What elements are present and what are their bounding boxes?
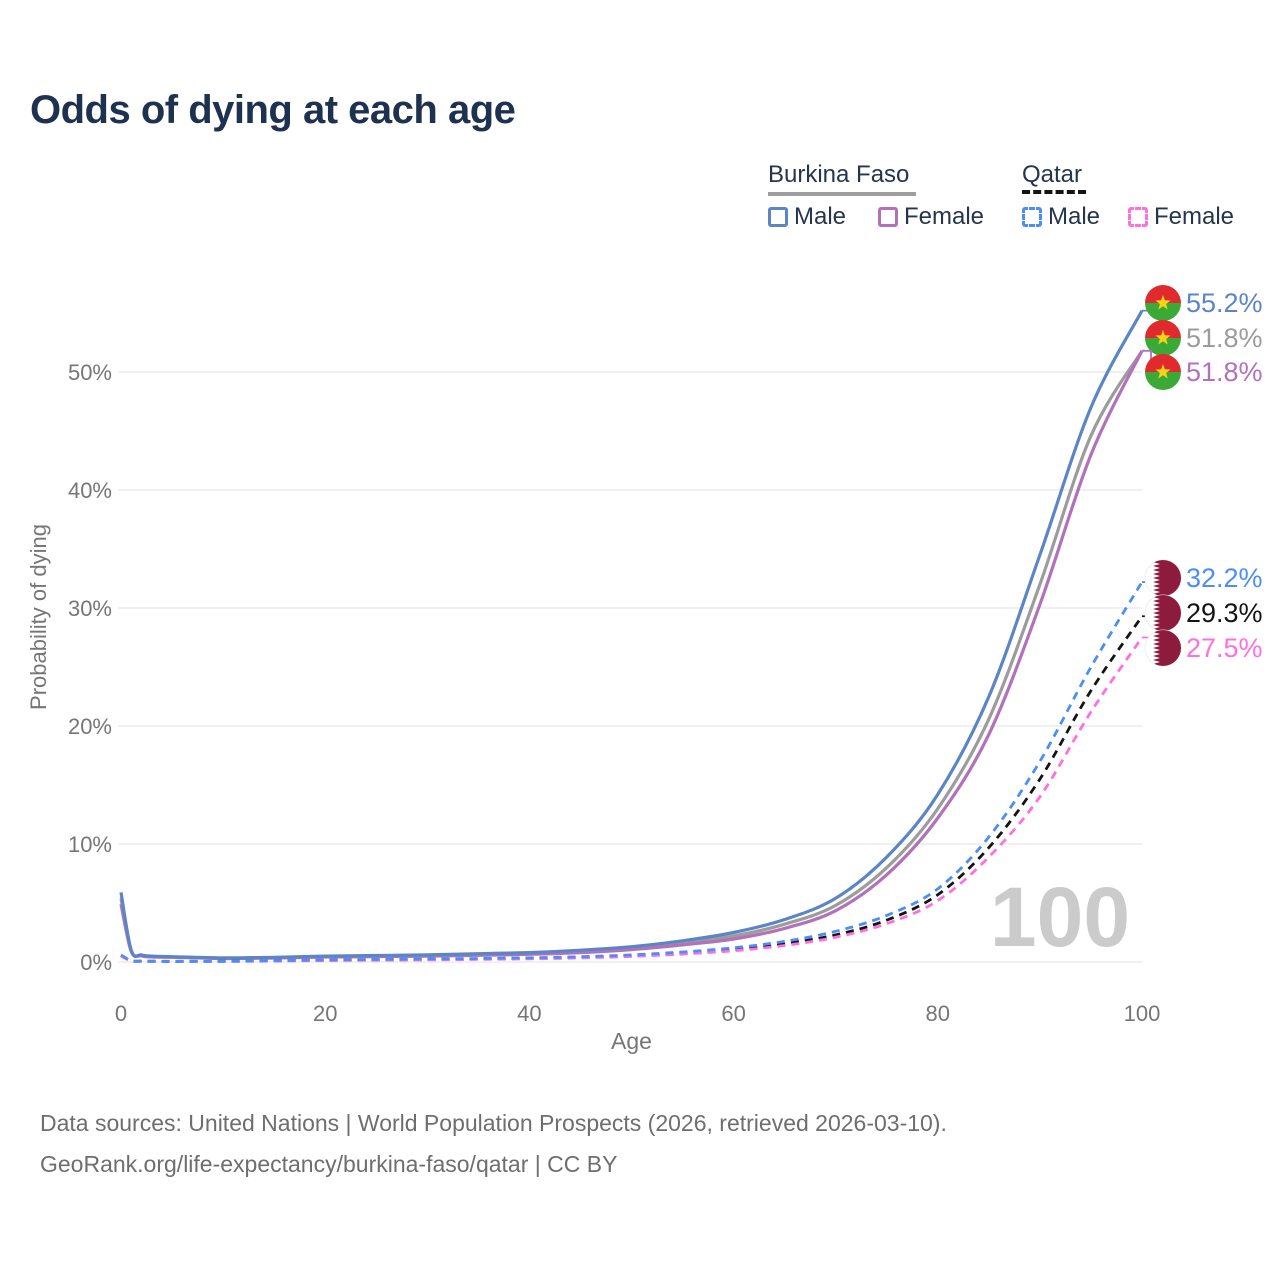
data-sources-footer: Data sources: United Nations | World Pop… (40, 1103, 947, 1185)
end-value-label-burkina-faso-female: 51.8% (1186, 357, 1263, 387)
burkina-faso-flag-icon (1145, 285, 1181, 303)
x-tick-60: 60 (721, 1001, 745, 1026)
end-value-label-burkina-faso-male: 55.2% (1186, 288, 1263, 318)
legend-item-burkina-faso-female[interactable]: Female (878, 203, 984, 231)
end-value-label-qatar-both: 29.3% (1186, 598, 1263, 628)
x-tick-80: 80 (926, 1001, 950, 1026)
legend-swatch-qatar-female[interactable] (1128, 207, 1148, 227)
legend-label-qatar-male: Male (1048, 203, 1101, 230)
y-axis-title: Probability of dying (26, 524, 51, 710)
x-tick-100: 100 (1124, 1001, 1161, 1026)
legend-label-burkina-faso-female: Female (904, 203, 985, 230)
burkina-faso-flag-icon (1145, 320, 1181, 338)
qatar-flag-icon (1153, 560, 1181, 596)
legend-swatch-burkina-faso-male[interactable] (768, 207, 788, 227)
burkina-faso-flag-icon (1145, 354, 1181, 372)
legend-group-burkina-faso: Burkina Faso (768, 161, 910, 188)
burkina-faso-flag-icon (1145, 303, 1181, 321)
x-tick-40: 40 (517, 1001, 541, 1026)
end-value-label-qatar-male: 32.2% (1186, 563, 1263, 593)
series-line-qatar-male (120, 581, 1144, 963)
legend-underline-burkina-faso (768, 192, 916, 196)
legend-item-qatar-female[interactable]: Female (1128, 203, 1234, 231)
qatar-flag-icon (1153, 595, 1181, 631)
footer-line-2: GeoRank.org/life-expectancy/burkina-faso… (40, 1151, 618, 1177)
series-line-burkina-faso-female (119, 350, 1144, 961)
series-line-burkina-faso-male (119, 309, 1144, 960)
page-title: Odds of dying at each age (30, 88, 516, 132)
legend-label-burkina-faso-male: Male (794, 203, 847, 230)
burkina-faso-flag-star-icon (1155, 330, 1171, 345)
qatar-flag-icon (1153, 630, 1181, 666)
series-line-burkina-faso-both (119, 349, 1144, 960)
y-tick-10: 10% (68, 832, 112, 857)
y-tick-40: 40% (68, 478, 112, 503)
legend-underline-qatar (1022, 190, 1086, 194)
x-tick-20: 20 (313, 1001, 337, 1026)
y-tick-30: 30% (68, 596, 112, 621)
burkina-faso-flag-star-icon (1155, 364, 1171, 379)
end-value-label-burkina-faso-both: 51.8% (1186, 323, 1263, 353)
end-value-label-qatar-female: 27.5% (1186, 633, 1263, 663)
legend-swatch-qatar-male[interactable] (1022, 207, 1042, 227)
burkina-faso-flag-star-icon (1155, 295, 1171, 310)
age-watermark: 100 (990, 870, 1130, 964)
footer-line-1: Data sources: United Nations | World Pop… (40, 1110, 947, 1136)
legend-label-qatar-female: Female (1154, 203, 1235, 230)
series-line-qatar-both (120, 615, 1144, 963)
y-tick-50: 50% (68, 360, 112, 385)
series-line-qatar-female (120, 636, 1144, 963)
x-axis-title: Age (611, 1028, 652, 1054)
legend-item-burkina-faso-male[interactable]: Male (768, 203, 846, 231)
burkina-faso-flag-icon (1145, 372, 1181, 390)
x-tick-0: 0 (115, 1001, 127, 1026)
legend-item-qatar-male[interactable]: Male (1022, 203, 1100, 231)
burkina-faso-flag-icon (1145, 338, 1181, 356)
legend-group-qatar: Qatar (1022, 161, 1083, 188)
legend-swatch-burkina-faso-female[interactable] (878, 207, 898, 227)
y-tick-0: 0% (80, 950, 112, 975)
y-tick-20: 20% (68, 714, 112, 739)
